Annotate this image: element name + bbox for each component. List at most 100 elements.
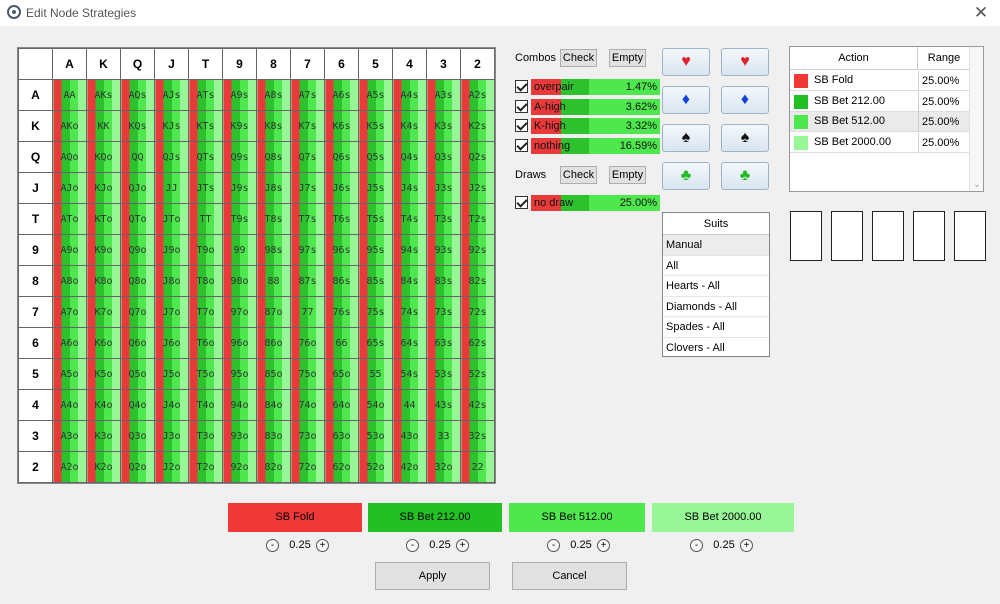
hand-cell-j3s[interactable]: J3s <box>426 172 461 204</box>
hand-cell-85s[interactable]: 85s <box>358 265 393 297</box>
combos-check-button[interactable]: Check <box>560 49 597 67</box>
hand-cell-97o[interactable]: 97o <box>222 296 257 328</box>
hand-cell-87o[interactable]: 87o <box>256 296 291 328</box>
hand-cell-aqs[interactable]: AQs <box>120 79 155 111</box>
hand-cell-q5s[interactable]: Q5s <box>358 141 393 173</box>
combos-empty-button[interactable]: Empty <box>609 49 646 67</box>
hand-cell-kts[interactable]: KTs <box>188 110 223 142</box>
hand-cell-t3o[interactable]: T3o <box>188 420 223 452</box>
hand-cell-62o[interactable]: 62o <box>324 451 359 483</box>
weight-button-sb-bet-212-00[interactable]: SB Bet 212.00 <box>368 503 502 532</box>
hand-cell-q5o[interactable]: Q5o <box>120 358 155 390</box>
minus-icon[interactable]: - <box>547 539 560 552</box>
diamonds-suit-button-1[interactable]: ♦ <box>662 86 710 114</box>
hand-cell-t7o[interactable]: T7o <box>188 296 223 328</box>
hand-cell-j6o[interactable]: J6o <box>154 327 189 359</box>
hand-cell-j9o[interactable]: J9o <box>154 234 189 266</box>
hand-cell-kjo[interactable]: KJo <box>86 172 121 204</box>
board-card-slot-5[interactable] <box>954 211 986 261</box>
hand-cell-t8s[interactable]: T8s <box>256 203 291 235</box>
hand-cell-a3s[interactable]: A3s <box>426 79 461 111</box>
suits-item-all[interactable]: All <box>663 256 769 276</box>
hand-cell-94o[interactable]: 94o <box>222 389 257 421</box>
hand-cell-ajs[interactable]: AJs <box>154 79 189 111</box>
weight-button-sb-bet-512-00[interactable]: SB Bet 512.00 <box>509 503 645 532</box>
hand-cell-a2s[interactable]: A2s <box>460 79 495 111</box>
hand-cell-k3o[interactable]: K3o <box>86 420 121 452</box>
hand-cell-72s[interactable]: 72s <box>460 296 495 328</box>
hand-cell-63s[interactable]: 63s <box>426 327 461 359</box>
hand-cell-q6s[interactable]: Q6s <box>324 141 359 173</box>
hand-cell-53o[interactable]: 53o <box>358 420 393 452</box>
hand-cell-ako[interactable]: AKo <box>52 110 87 142</box>
hand-cell-52o[interactable]: 52o <box>358 451 393 483</box>
hand-cell-82o[interactable]: 82o <box>256 451 291 483</box>
hand-cell-a6o[interactable]: A6o <box>52 327 87 359</box>
hand-cell-aqo[interactable]: AQo <box>52 141 87 173</box>
hand-cell-a4o[interactable]: A4o <box>52 389 87 421</box>
hand-cell-82s[interactable]: 82s <box>460 265 495 297</box>
hand-cell-t3s[interactable]: T3s <box>426 203 461 235</box>
hand-cell-75o[interactable]: 75o <box>290 358 325 390</box>
action-table-scrollbar[interactable]: ⌄ <box>969 47 983 191</box>
hand-cell-77[interactable]: 77 <box>290 296 325 328</box>
hand-cell-k4s[interactable]: K4s <box>392 110 427 142</box>
hand-cell-kjs[interactable]: KJs <box>154 110 189 142</box>
hand-cell-74s[interactable]: 74s <box>392 296 427 328</box>
hand-cell-j4o[interactable]: J4o <box>154 389 189 421</box>
hand-cell-t8o[interactable]: T8o <box>188 265 223 297</box>
hand-cell-k6s[interactable]: K6s <box>324 110 359 142</box>
clubs-suit-button-1[interactable]: ♣ <box>662 162 710 190</box>
hand-cell-q4o[interactable]: Q4o <box>120 389 155 421</box>
hand-cell-q6o[interactable]: Q6o <box>120 327 155 359</box>
combos-checkbox[interactable] <box>515 99 528 113</box>
hand-cell-t6s[interactable]: T6s <box>324 203 359 235</box>
hand-cell-42s[interactable]: 42s <box>460 389 495 421</box>
hand-cell-ajo[interactable]: AJo <box>52 172 87 204</box>
hand-cell-42o[interactable]: 42o <box>392 451 427 483</box>
hand-cell-t5o[interactable]: T5o <box>188 358 223 390</box>
hand-cell-k7o[interactable]: K7o <box>86 296 121 328</box>
clubs-suit-button-2[interactable]: ♣ <box>721 162 769 190</box>
hand-cell-k2o[interactable]: K2o <box>86 451 121 483</box>
hand-cell-54s[interactable]: 54s <box>392 358 427 390</box>
hand-cell-96s[interactable]: 96s <box>324 234 359 266</box>
hand-cell-52s[interactable]: 52s <box>460 358 495 390</box>
hand-cell-64o[interactable]: 64o <box>324 389 359 421</box>
hand-cell-93o[interactable]: 93o <box>222 420 257 452</box>
hand-cell-t9s[interactable]: T9s <box>222 203 257 235</box>
hand-cell-qjo[interactable]: QJo <box>120 172 155 204</box>
spades-suit-button-2[interactable]: ♠ <box>721 124 769 152</box>
hand-cell-kqs[interactable]: KQs <box>120 110 155 142</box>
combos-checkbox[interactable] <box>515 80 528 93</box>
hand-cell-j9s[interactable]: J9s <box>222 172 257 204</box>
action-row-sb-fold[interactable]: SB Fold 25.00% <box>790 71 970 91</box>
hand-cell-a4s[interactable]: A4s <box>392 79 427 111</box>
minus-icon[interactable]: - <box>266 539 279 552</box>
hand-cell-85o[interactable]: 85o <box>256 358 291 390</box>
hand-cell-64s[interactable]: 64s <box>392 327 427 359</box>
hand-cell-j7o[interactable]: J7o <box>154 296 189 328</box>
hand-cell-86o[interactable]: 86o <box>256 327 291 359</box>
hand-cell-a2o[interactable]: A2o <box>52 451 87 483</box>
hand-cell-63o[interactable]: 63o <box>324 420 359 452</box>
scroll-down-icon[interactable]: ⌄ <box>973 179 981 189</box>
plus-icon[interactable]: + <box>316 539 329 552</box>
action-row-sb-bet-2000-00[interactable]: SB Bet 2000.00 25.00% <box>790 132 970 153</box>
hand-cell-jts[interactable]: JTs <box>188 172 223 204</box>
hand-cell-66[interactable]: 66 <box>324 327 359 359</box>
hand-cell-aks[interactable]: AKs <box>86 79 121 111</box>
weight-button-sb-fold[interactable]: SB Fold <box>228 503 362 532</box>
hand-cell-j8s[interactable]: J8s <box>256 172 291 204</box>
hand-cell-j8o[interactable]: J8o <box>154 265 189 297</box>
hand-cell-74o[interactable]: 74o <box>290 389 325 421</box>
hand-cell-a7o[interactable]: A7o <box>52 296 87 328</box>
hand-cell-33[interactable]: 33 <box>426 420 461 452</box>
hand-cell-92s[interactable]: 92s <box>460 234 495 266</box>
board-card-slot-1[interactable] <box>790 211 822 261</box>
cancel-button[interactable]: Cancel <box>512 562 627 590</box>
hand-cell-t2s[interactable]: T2s <box>460 203 495 235</box>
hand-cell-32o[interactable]: 32o <box>426 451 461 483</box>
hand-cell-43o[interactable]: 43o <box>392 420 427 452</box>
hand-cell-32s[interactable]: 32s <box>460 420 495 452</box>
